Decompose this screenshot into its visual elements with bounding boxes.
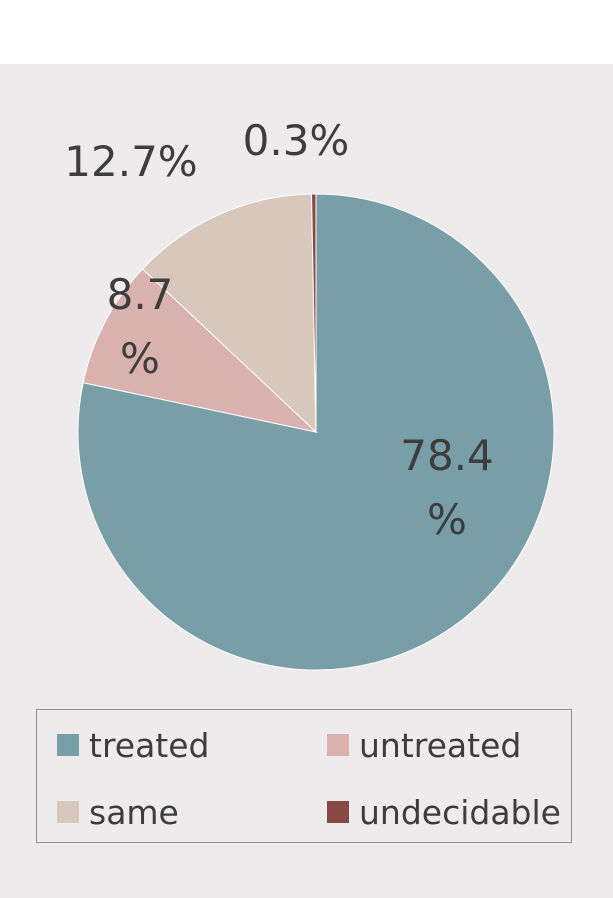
pie-slice-same — [141, 193, 317, 434]
legend: treated untreated same undecidable — [36, 709, 572, 843]
legend-swatch-treated — [57, 734, 79, 756]
legend-label-same: same — [89, 792, 179, 832]
pie-slices — [77, 193, 555, 671]
legend-label-untreated: untreated — [359, 725, 522, 765]
legend-item-treated: treated — [57, 725, 210, 765]
pie-data-labels: 78.4 % 8.7 % 12.7% 0.3% — [64, 116, 493, 544]
chart-area: 78.4% 8.7% 12.7% 0.3% treated untreated sam… — [0, 64, 613, 898]
pie-slice-treated — [77, 193, 555, 671]
legend-swatch-undecidable — [327, 801, 349, 823]
legend-label-treated: treated — [89, 725, 210, 765]
legend-label-undecidable: undecidable — [359, 792, 561, 832]
legend-item-undecidable: undecidable — [327, 792, 561, 832]
data-label-untreated: 8.7% — [107, 270, 174, 383]
pie-slice-undecidable — [311, 193, 317, 433]
pie-slice-untreated — [82, 268, 318, 433]
legend-item-same: same — [57, 792, 179, 832]
data-label-treated: 78.4% — [400, 431, 494, 544]
legend-item-untreated: untreated — [327, 725, 521, 765]
data-label-same: 12.7% — [64, 137, 197, 186]
data-label-undecidable: 0.3% — [243, 116, 350, 165]
legend-swatch-same — [57, 801, 79, 823]
pie-chart: 78.4 % 8.7 % 12.7% 0.3% — [64, 116, 555, 671]
legend-swatch-untreated — [327, 734, 349, 756]
